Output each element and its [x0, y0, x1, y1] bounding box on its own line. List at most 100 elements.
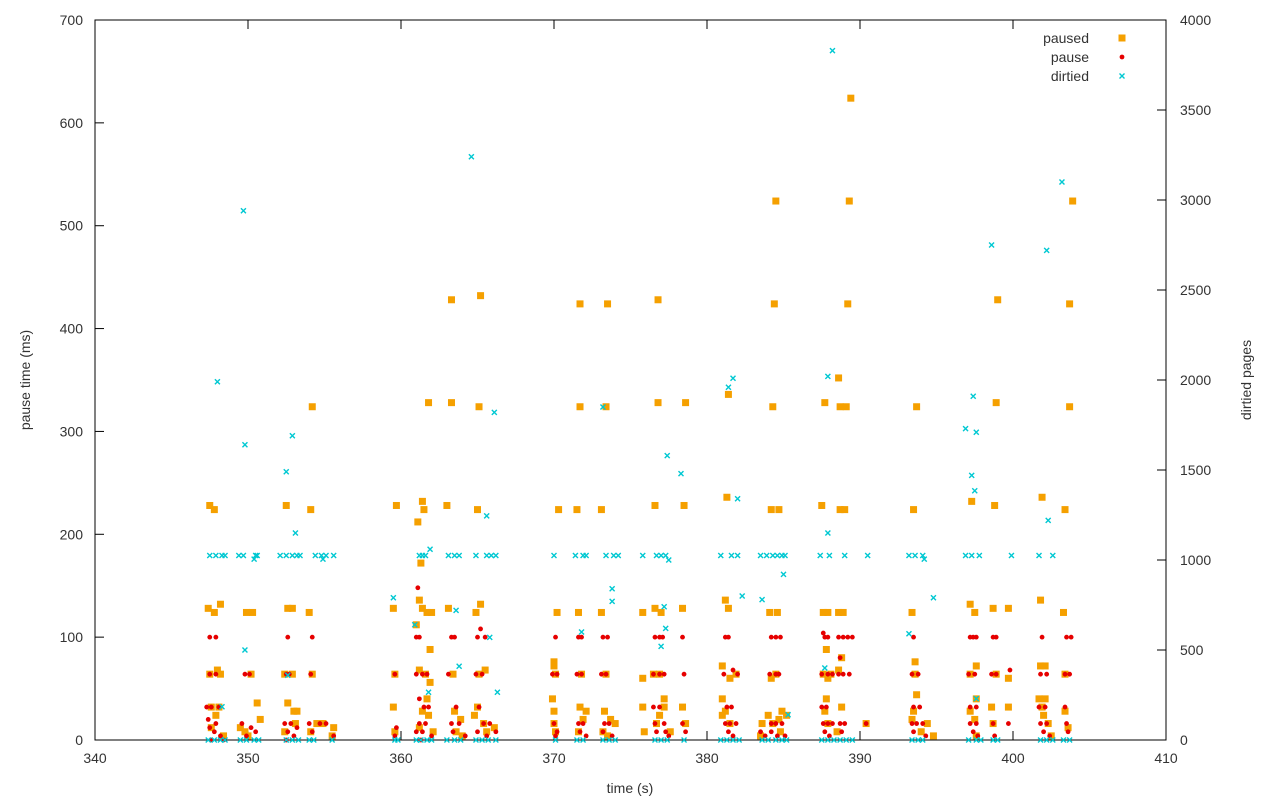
dirtied-point	[240, 207, 247, 214]
pause-point	[453, 704, 459, 710]
pause-point	[823, 704, 829, 710]
dirtied-point	[723, 737, 730, 743]
pause-point	[475, 729, 480, 735]
pause-point	[726, 729, 731, 735]
pause-point	[602, 721, 607, 726]
dirtied-point	[289, 737, 296, 743]
pause-point	[727, 721, 733, 726]
paused-point	[640, 728, 648, 736]
dirtied-point	[289, 432, 296, 439]
pause-point	[392, 733, 398, 739]
pause-point	[914, 721, 920, 726]
dirtied-point	[214, 378, 221, 385]
dirtied-point	[606, 737, 613, 743]
dirtied-point	[295, 737, 302, 743]
paused-point	[414, 518, 422, 526]
dirtied-point	[483, 512, 490, 519]
paused-point	[682, 399, 690, 407]
dirtied-point	[472, 737, 479, 743]
dirtied-point	[730, 737, 737, 743]
paused-point	[821, 707, 829, 715]
dirtied-point	[664, 452, 671, 459]
paused-point	[288, 604, 296, 612]
paused-point	[654, 399, 662, 407]
paused-point	[550, 662, 558, 670]
dirtied-point	[769, 552, 776, 559]
dirtied-point	[488, 552, 495, 559]
legend-label-dirtied: dirtied	[1051, 68, 1089, 84]
pause-point	[776, 671, 782, 677]
y-tick-label: 0	[75, 732, 83, 748]
paused-point	[911, 670, 919, 678]
dirtied-point	[329, 737, 336, 743]
dirtied-point	[252, 552, 259, 559]
paused-point	[391, 728, 399, 736]
pause-point	[825, 721, 831, 726]
paused-point	[415, 724, 423, 732]
pause-point	[462, 733, 468, 739]
dirtied-point	[445, 552, 452, 559]
pause-point	[294, 725, 300, 731]
paused-point	[417, 559, 425, 567]
pause-point	[820, 721, 826, 726]
paused-point	[415, 666, 423, 674]
dirtied-point	[206, 552, 213, 559]
dirtied-point	[824, 737, 831, 743]
paused-point	[724, 390, 732, 398]
dirtied-point	[468, 153, 475, 160]
paused-point	[1038, 493, 1046, 501]
pause-point	[992, 733, 998, 739]
dirtied-point	[255, 737, 262, 743]
dirtied-point	[237, 737, 244, 743]
paused-point	[330, 724, 338, 732]
pause-point	[970, 729, 976, 735]
paused-point	[550, 658, 558, 666]
dirtied-point	[990, 737, 997, 743]
pause-point	[242, 671, 248, 677]
pause-point	[657, 671, 662, 677]
dirtied-point	[778, 737, 785, 743]
pause-point	[820, 630, 826, 636]
pause-point	[285, 634, 291, 640]
dirtied-point	[241, 441, 248, 448]
paused-point	[778, 707, 786, 715]
paused-point	[415, 596, 423, 604]
dirtied-point	[658, 737, 665, 743]
dirtied-point	[988, 242, 995, 248]
pause-point	[421, 704, 427, 710]
pause-point	[842, 721, 848, 726]
pause-point	[1042, 704, 1048, 710]
dirtied-point	[456, 552, 463, 559]
dirtied-point	[930, 594, 937, 601]
pause-point	[680, 721, 685, 726]
paused-point	[573, 506, 581, 514]
paused-point	[836, 506, 844, 514]
pause-point	[724, 704, 730, 710]
paused-point	[718, 711, 726, 719]
pause-point	[825, 634, 831, 640]
dirtied-point	[251, 737, 258, 743]
paused-point	[597, 608, 605, 616]
paused-point	[991, 501, 999, 509]
paused-point	[249, 608, 257, 616]
series-pause	[204, 585, 1074, 743]
pause-point	[609, 733, 615, 739]
paused-point	[418, 707, 426, 715]
pause-point	[603, 671, 609, 677]
dirtied-point	[427, 546, 434, 553]
paused-point	[721, 596, 729, 604]
y2-tick-label: 2500	[1180, 282, 1211, 298]
paused-point	[389, 604, 397, 612]
paused-point	[1061, 506, 1069, 514]
dirtied-point	[785, 711, 792, 718]
paused-point	[449, 670, 457, 678]
dirtied-point	[665, 557, 672, 563]
pause-point	[1065, 729, 1071, 735]
pause-point	[482, 634, 488, 640]
pause-point	[577, 729, 583, 735]
legend: paused pause dirtied	[1043, 30, 1126, 84]
dirtied-point	[491, 409, 498, 416]
paused-point	[477, 600, 485, 608]
